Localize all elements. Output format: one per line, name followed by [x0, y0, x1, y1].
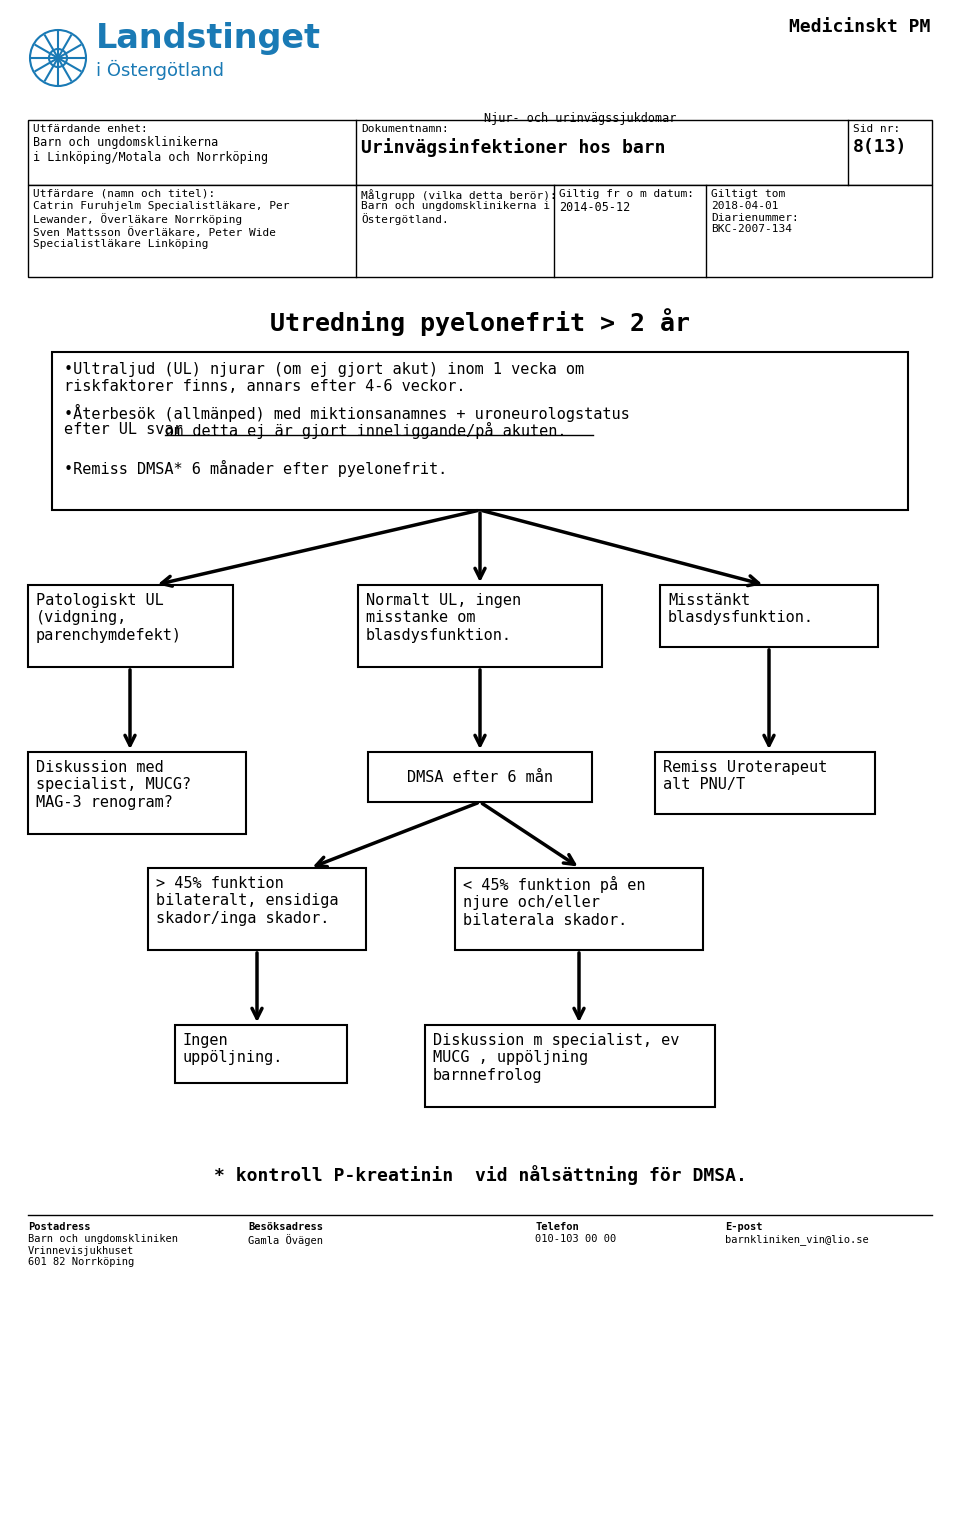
Text: Diskussion med
specialist, MUCG?
MAG-3 renogram?: Diskussion med specialist, MUCG? MAG-3 r… [36, 759, 191, 810]
Text: > 45% funktion
bilateralt, ensidiga
skador/inga skador.: > 45% funktion bilateralt, ensidiga skad… [156, 877, 339, 925]
Bar [28, 752, 246, 834]
Bar [425, 1024, 715, 1106]
Bar [148, 868, 366, 950]
Text: Urinvägsinfektioner hos barn: Urinvägsinfektioner hos barn [361, 139, 665, 157]
Text: 2014-05-12: 2014-05-12 [559, 201, 631, 215]
Text: om detta ej är gjort inneliggande/på akuten.: om detta ej är gjort inneliggande/på aku… [165, 422, 566, 438]
Bar [175, 1024, 347, 1084]
Text: Giltig fr o m datum:: Giltig fr o m datum: [559, 189, 694, 199]
Text: Sid nr:: Sid nr: [853, 123, 900, 134]
Text: * kontroll P-kreatinin  vid nålsättning för DMSA.: * kontroll P-kreatinin vid nålsättning f… [213, 1164, 747, 1186]
Text: Medicinskt PM: Medicinskt PM [788, 18, 930, 37]
Text: Patologiskt UL
(vidgning,
parenchymdefekt): Patologiskt UL (vidgning, parenchymdefek… [36, 594, 182, 642]
Text: Gamla Övägen: Gamla Övägen [248, 1234, 323, 1247]
Bar [28, 120, 932, 186]
Text: Telefon: Telefon [535, 1222, 579, 1231]
Text: Ingen
uppöljning.: Ingen uppöljning. [183, 1033, 283, 1065]
Text: Utfärdare (namn och titel):: Utfärdare (namn och titel): [33, 189, 215, 199]
Text: Målgrupp (vilka detta berör):: Målgrupp (vilka detta berör): [361, 189, 557, 201]
Text: Normalt UL, ingen
misstanke om
blasdysfunktion.: Normalt UL, ingen misstanke om blasdysfu… [366, 594, 521, 642]
Bar [655, 752, 875, 814]
Text: < 45% funktion på en
njure och/eller
bilaterala skador.: < 45% funktion på en njure och/eller bil… [463, 877, 645, 928]
Text: Catrin Furuhjelm Specialistläkare, Per
Lewander, Överläkare Norrköping
Sven Matt: Catrin Furuhjelm Specialistläkare, Per L… [33, 201, 290, 250]
Text: Misstänkt
blasdysfunktion.: Misstänkt blasdysfunktion. [668, 594, 814, 626]
Bar [660, 584, 878, 647]
Bar [368, 752, 592, 802]
Text: Barn och ungdomsklinikerna i
Östergötland.: Barn och ungdomsklinikerna i Östergötlan… [361, 201, 550, 225]
Text: E-post: E-post [725, 1222, 762, 1231]
Text: Giltigt tom: Giltigt tom [711, 189, 785, 199]
Bar [358, 584, 602, 667]
Text: Remiss Uroterapeut
alt PNU/T: Remiss Uroterapeut alt PNU/T [663, 759, 828, 793]
Text: Njur- och urinvägssjukdomar: Njur- och urinvägssjukdomar [484, 113, 676, 125]
Text: Utfärdande enhet:: Utfärdande enhet: [33, 123, 148, 134]
Text: •Återbesök (allmänped) med miktionsanamnes + uroneurologstatus: •Återbesök (allmänped) med miktionsanamn… [64, 403, 630, 422]
Text: 010-103 00 00: 010-103 00 00 [535, 1234, 616, 1243]
Bar [52, 352, 908, 510]
Text: 8(13): 8(13) [853, 139, 907, 155]
Text: •Ultraljud (UL) njurar (om ej gjort akut) inom 1 vecka om
riskfaktorer finns, an: •Ultraljud (UL) njurar (om ej gjort akut… [64, 362, 584, 394]
Text: Barn och ungdomskliniken
Vrinnevisjukhuset
601 82 Norrköping: Barn och ungdomskliniken Vrinnevisjukhus… [28, 1234, 178, 1268]
Text: barnkliniken_vin@lio.se: barnkliniken_vin@lio.se [725, 1234, 869, 1245]
Text: Postadress: Postadress [28, 1222, 90, 1231]
Text: Barn och ungdomsklinikerna
i Linköping/Motala och Norrköping: Barn och ungdomsklinikerna i Linköping/M… [33, 135, 268, 164]
Text: Landstinget: Landstinget [96, 21, 321, 55]
Bar [455, 868, 703, 950]
Text: Utredning pyelonefrit > 2 år: Utredning pyelonefrit > 2 år [270, 307, 690, 336]
Text: DMSA efter 6 mån: DMSA efter 6 mån [407, 770, 553, 784]
Bar [28, 186, 932, 277]
Text: i Östergötland: i Östergötland [96, 59, 224, 81]
Text: 2018-04-01
Diarienummer:
BKC-2007-134: 2018-04-01 Diarienummer: BKC-2007-134 [711, 201, 799, 234]
Bar [28, 584, 233, 667]
Text: Dokumentnamn:: Dokumentnamn: [361, 123, 448, 134]
Text: Besöksadress: Besöksadress [248, 1222, 323, 1231]
Text: efter UL svar: efter UL svar [64, 422, 192, 437]
Text: •Remiss DMSA* 6 månader efter pyelonefrit.: •Remiss DMSA* 6 månader efter pyelonefri… [64, 460, 447, 476]
Text: Diskussion m specialist, ev
MUCG , uppöljning
barnnefrolog: Diskussion m specialist, ev MUCG , uppöl… [433, 1033, 680, 1082]
